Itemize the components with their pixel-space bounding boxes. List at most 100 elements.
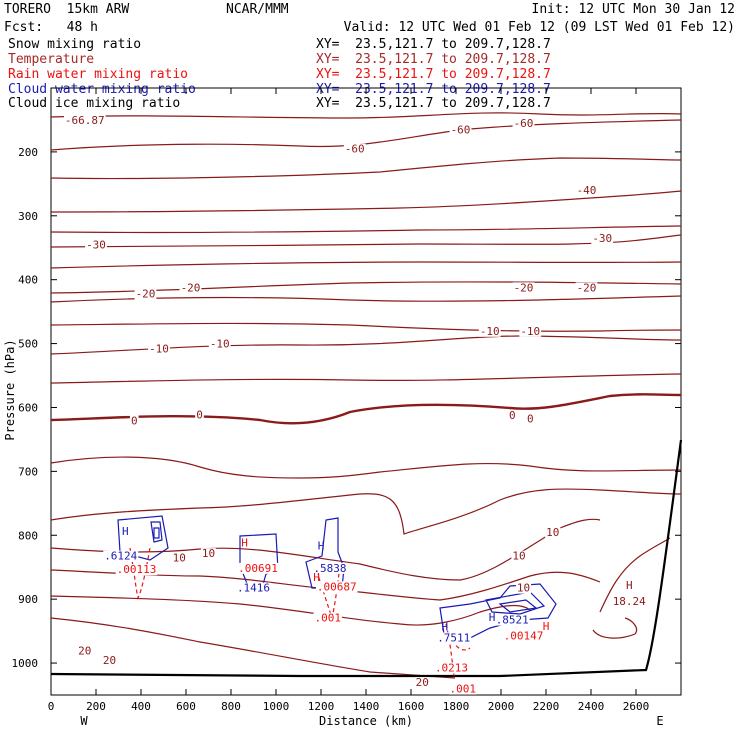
temperature-label: 20 (416, 676, 429, 689)
temperature-label-bg (343, 143, 366, 155)
temperature-label-bg (200, 548, 217, 560)
temperature-contours (50, 112, 682, 679)
temperature-label: 20 (78, 644, 91, 657)
temperature-label-bg (148, 343, 170, 355)
temperature-label: 10 (173, 552, 186, 565)
temperature-label: -40 (577, 184, 597, 197)
x-tick-label: 200 (86, 700, 106, 713)
temperature-contour-line (50, 234, 682, 248)
x-tick-label: 400 (131, 700, 151, 713)
rain-label-bg (434, 662, 469, 674)
x-axis-label: Distance (km) (319, 714, 413, 728)
x-axis-east-label: E (656, 714, 663, 728)
temperature-contour-line (50, 322, 682, 332)
x-tick-label: 800 (221, 700, 241, 713)
temperature-contour-line (50, 488, 682, 535)
temperature-contour-line (50, 119, 682, 151)
temperature-label-bg (575, 185, 598, 197)
high-marker: H (241, 536, 248, 549)
high-marker: H (313, 571, 320, 584)
y-tick-label: 700 (18, 465, 38, 478)
temperature-contour-line (50, 112, 682, 119)
temperature-label-bg (208, 338, 231, 350)
temperature-contour-line (50, 335, 682, 355)
init-time: Init: 12 UTC Mon 30 Jan 12 (531, 2, 736, 17)
temperature-label-bg (85, 239, 107, 251)
temperature-contour-line (50, 373, 682, 384)
cloud-water-label: .6124 (104, 550, 137, 563)
center-label: NCAR/MMM (226, 2, 289, 17)
temperature-label-bg (511, 550, 527, 562)
temperature-label-bg (414, 677, 430, 689)
rain-label-bg (313, 612, 342, 624)
x-tick-label: 0 (48, 700, 55, 713)
y-tick-label: 500 (18, 338, 38, 351)
temperature-label-bg (512, 118, 535, 130)
y-axis-label: Pressure (hPa) (3, 339, 17, 440)
temperature-label-bg (507, 410, 517, 422)
temperature-label-bg (195, 409, 204, 421)
rain-label: .0213 (435, 662, 468, 675)
x-tick-label: 2000 (488, 700, 515, 713)
axes: 0 200 400 600 800 1000 1200 1400 1600 1800 2000 220… (12, 88, 681, 713)
temperature-label: 20 (103, 654, 116, 667)
field-xy-rain: XY= 23.5,121.7 to 209.7,128.7 (316, 67, 551, 82)
temperature-label: -20 (136, 288, 156, 301)
rain-label: .001 (315, 612, 342, 625)
temperature-label: 0 (196, 409, 203, 422)
cloud-water-contour (498, 599, 538, 613)
temperature-label-bg (525, 413, 535, 425)
temperature-label: -10 (480, 325, 500, 338)
temperature-label-bg (591, 233, 614, 245)
temperature-label: -10 (149, 343, 169, 356)
cloud-water-label-bg (494, 614, 530, 626)
model-title: TORERO 15km ARW (4, 2, 130, 17)
temperature-label-bg (134, 288, 157, 300)
rain-label-bg (315, 581, 358, 593)
cloud-water-label: .8521 (496, 614, 529, 627)
temperature-label-bg (512, 282, 535, 294)
temperature-label: -30 (592, 232, 612, 245)
rain-label: .001 (450, 683, 477, 696)
cloud-water-label: .1416 (237, 582, 270, 595)
temperature-label-bg (545, 527, 561, 539)
temperature-contour-line (592, 617, 638, 639)
forecast-hour: Fcst: 48 h (4, 20, 98, 35)
cloud-water-contour (305, 517, 345, 589)
temperature-label: -10 (520, 325, 540, 338)
max-value: 18.24 (613, 595, 646, 608)
temperature-label: -30 (86, 239, 106, 252)
field-xy-temperature: XY= 23.5,121.7 to 209.7,128.7 (316, 52, 551, 67)
y-tick-label: 1000 (12, 657, 39, 670)
x-tick-label: 2200 (533, 700, 560, 713)
temperature-contour-line (50, 393, 682, 425)
temperature-contour-line (50, 617, 456, 679)
temperature-label-bg (515, 582, 532, 594)
cloud-water-label-bg (436, 632, 472, 644)
x-tick-label: 1400 (353, 700, 380, 713)
high-marker: H (489, 611, 496, 624)
temperature-label: -60 (514, 117, 534, 130)
temperature-label: 10 (517, 582, 530, 595)
temperature-contour-line (50, 157, 682, 180)
temperature-label: 10 (512, 550, 525, 563)
temperature-label-bg (519, 325, 542, 337)
y-tick-label: 800 (18, 529, 38, 542)
rain-label: .00687 (317, 580, 357, 593)
rain-label-bg (115, 564, 158, 576)
max-marker: H (626, 579, 633, 592)
x-tick-label: 600 (176, 700, 196, 713)
rain-label-bg (502, 630, 545, 642)
temperature-label: -20 (514, 281, 534, 294)
temperature-label: -20 (577, 281, 597, 294)
rain-label: .00691 (238, 562, 278, 575)
valid-time: Valid: 12 UTC Wed 01 Feb 12 (09 LST Wed … (343, 20, 735, 35)
y-tick-label: 600 (18, 401, 38, 414)
plot-frame (50, 87, 682, 696)
temperature-contour-line (50, 190, 682, 213)
temperature-label: -66.87 (65, 114, 105, 127)
temperature-contour-line (599, 537, 671, 613)
y-tick-label: 200 (18, 146, 38, 159)
temperature-label: 0 (509, 409, 516, 422)
field-label-snow: Snow mixing ratio (8, 37, 142, 52)
